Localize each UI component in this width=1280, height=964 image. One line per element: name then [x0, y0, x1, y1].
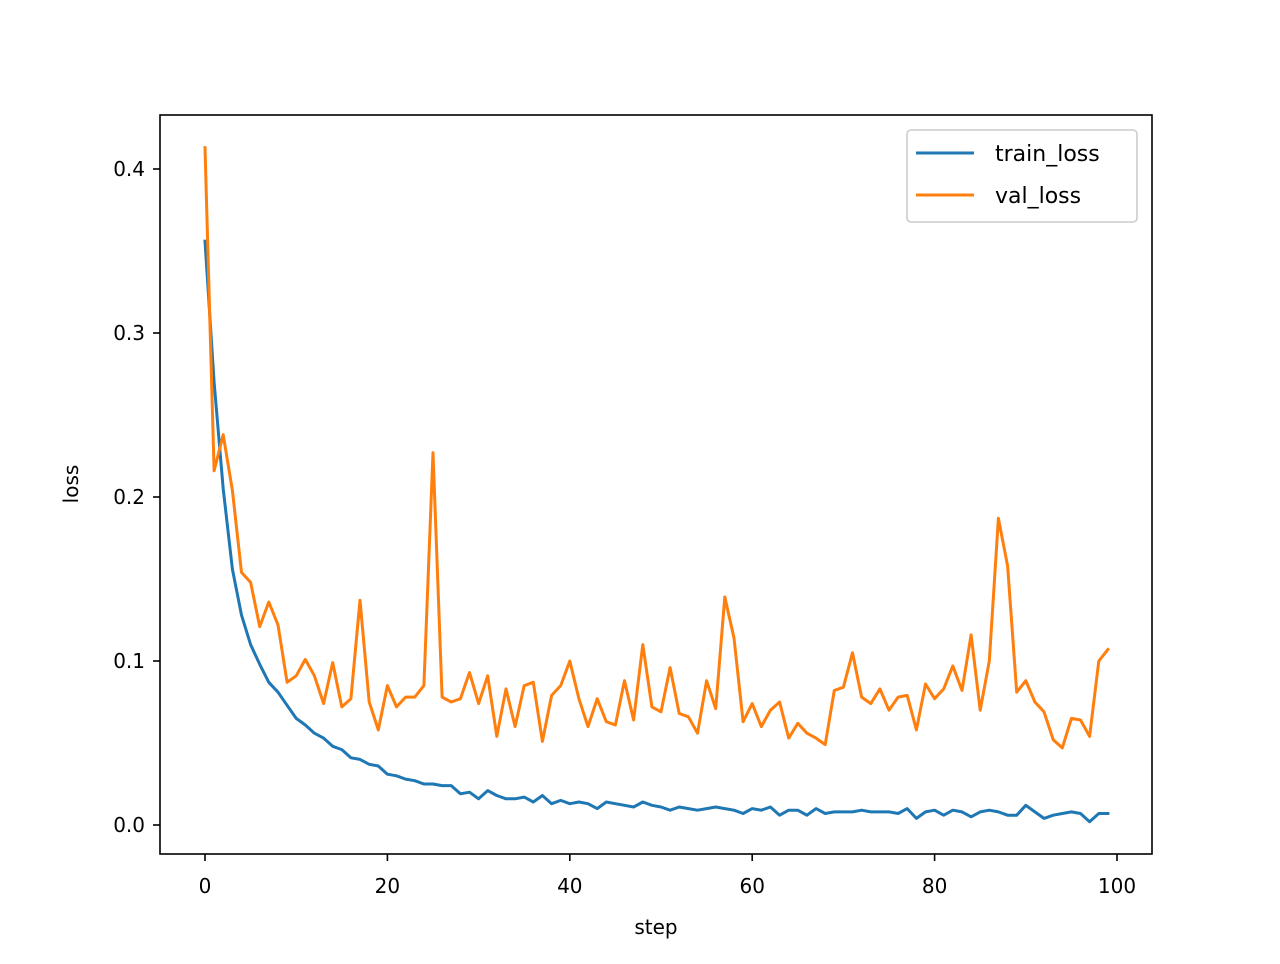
x-tick-label: 100 [1098, 874, 1136, 898]
legend-label-train-loss: train_loss [995, 142, 1100, 167]
plot-lines [203, 146, 1111, 824]
x-tick-label: 20 [375, 874, 400, 898]
x-tick-label: 80 [922, 874, 947, 898]
y-tick-label: 0.4 [113, 157, 145, 181]
y-tick-label: 0.0 [113, 813, 145, 837]
legend: train_loss val_loss [906, 129, 1138, 223]
x-axis-ticks: 0 20 40 60 80 100 [199, 854, 1136, 898]
x-axis-label: step [634, 915, 677, 939]
legend-label-val-loss: val_loss [995, 184, 1081, 209]
y-axis-label: loss [59, 465, 83, 504]
y-tick-label: 0.2 [113, 485, 145, 509]
x-tick-label: 60 [739, 874, 764, 898]
train-loss-line [203, 239, 1110, 824]
x-tick-label: 0 [199, 874, 212, 898]
val-loss-line [203, 146, 1111, 750]
y-tick-label: 0.1 [113, 649, 145, 673]
x-tick-label: 40 [557, 874, 582, 898]
y-tick-label: 0.3 [113, 321, 145, 345]
axes-frame [159, 114, 1153, 855]
y-axis-ticks: 0.0 0.1 0.2 0.3 0.4 [113, 157, 160, 837]
